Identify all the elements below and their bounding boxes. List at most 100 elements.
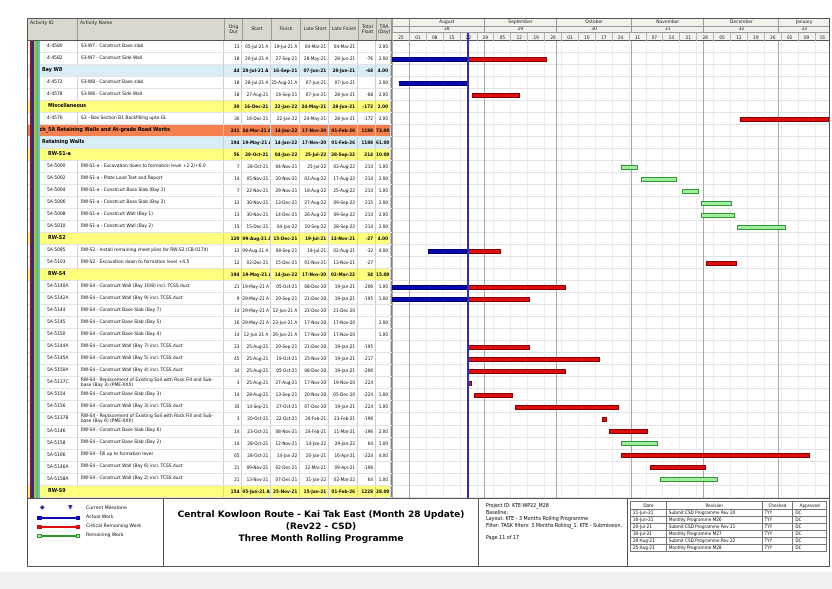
revision-header-cell: Checked: [761, 501, 794, 510]
value-cell: 18: [224, 89, 243, 101]
activity-id-cell: 5A-5166: [28, 449, 78, 461]
value-cell: 214: [358, 221, 377, 233]
activity-name-cell: RW-S4 - Construct Wall (Bay 6) incl. TCS…: [78, 461, 225, 473]
timeline-month-label: December: [703, 19, 778, 26]
value-cell: 1.00: [376, 437, 392, 449]
value-cell: 1.00: [376, 401, 392, 413]
table-row-cells: 5A-5150 RW-S4 - Construct Base Slab (Bay …: [28, 329, 392, 341]
value-cell: 05-Oct-21: [271, 365, 301, 377]
value-cell: 34: [224, 365, 243, 377]
value-cell: 19-Jan-21: [329, 353, 359, 365]
activity-id-cell: 5A-5150A: [28, 365, 78, 377]
value-cell: 29-Jan-22: [329, 437, 359, 449]
value-cell: [376, 353, 392, 365]
value-cell: 64: [358, 473, 377, 485]
table-row-cells: 5A-5158A RW-S4 - Construct Wall (Bay 2) i…: [28, 473, 392, 485]
revision-cell: TYY: [761, 509, 794, 517]
table-row: 5A-5146 RW-S4 - Construct Base Slab (Bay …: [28, 425, 829, 438]
timeline-week-tick: 12: [510, 33, 527, 41]
timeline-month-number: [392, 27, 409, 32]
value-cell: 12-Jun-21 A: [242, 329, 272, 341]
revision-cell: DC: [792, 544, 827, 552]
table-row: 5A-5010 RW-S1-a - Construct Wall (Bay 2) 1…: [28, 221, 829, 234]
table-row: 5A-5166 RW-S4 - Fill up to formation leve…: [28, 449, 829, 462]
value-cell: 05-Dec-20: [329, 389, 359, 401]
activity-name-cell: RW-S4 - Construct Wall (Bay 4) incl. TCS…: [78, 365, 225, 377]
table-row-cells: 5A-5144 RW-S4 - Construct Base Slab (Bay …: [28, 305, 392, 317]
revision-row: 20-Aug-21 Submit CSD Programme Rev 22 TYY D…: [630, 537, 827, 545]
band-name-cell: RW-S2: [28, 233, 225, 245]
table-row: 5A-5142A RW-S4 - Construct Wall (Bay 9) i…: [28, 293, 829, 306]
timeline-month-label: September: [483, 19, 556, 26]
timeline-week-tick: 19: [527, 33, 544, 41]
column-header: Finish: [272, 19, 301, 40]
timeline-week-tick: 21: [679, 33, 696, 41]
value-cell: 19-Jul-21: [300, 245, 330, 257]
table-row-cells: Bay W8 44 28-Jul-21 A 16-Sep-21 07-Jun-21 28-…: [28, 65, 392, 77]
milestone-triangle-icon: ▼: [68, 504, 73, 511]
value-cell: 22-Jan-22: [271, 101, 301, 113]
band-name-cell: RW-S1-a: [28, 149, 225, 161]
value-cell: 27-Aug-21: [242, 89, 272, 101]
activity-id-cell: 5A-5145A: [28, 353, 78, 365]
value-cell: 09-Nov-21: [242, 461, 272, 473]
timeline-week-tick: 15: [442, 33, 460, 41]
value-cell: 15-Jan-21: [300, 485, 330, 497]
value-cell: 05-Oct-21: [271, 281, 301, 293]
value-cell: 09-Aug-21 A: [242, 233, 272, 245]
value-cell: 29-Nov-21: [271, 185, 301, 197]
revision-row: 30-Jun-21 Monthly Programme M26 TYY DC: [630, 516, 827, 524]
table-row-cells: Retaining Walls 194 19-May-21 A 14-Jan-22 17…: [28, 137, 392, 149]
band-row: RW-S4 194 19-May-21 A 14-Jan-22 17-Nov-20 02-…: [28, 269, 829, 282]
activity-name-cell: RW-S2 - Excavation down to formation lev…: [78, 257, 225, 269]
band-name-cell: Bay W8: [28, 65, 225, 77]
column-header: Orig Dur: [225, 19, 243, 40]
value-cell: 17-Aug-22: [329, 173, 359, 185]
table-row-cells: RW-S2 120 09-Aug-21 A 15-Dec-21 19-Jul-21 13-…: [28, 233, 392, 245]
value-cell: 19-Jan-21: [329, 365, 359, 377]
revision-cell: Monthly Programme M28: [665, 544, 763, 552]
value-cell: 02-Mar-22: [329, 473, 359, 485]
activity-id-cell: 4-4582: [28, 53, 78, 65]
table-row-cells: 5A-5146 RW-S4 - Construct Base Slab (Bay …: [28, 425, 392, 437]
page-number: Page 11 of 17: [486, 536, 520, 541]
value-cell: 1.00: [376, 329, 392, 341]
value-cell: 34: [358, 269, 377, 281]
legend-label: Remaining Work: [86, 533, 124, 538]
value-cell: 22-Jan-22: [271, 113, 301, 125]
value-cell: 27-Aug-22: [300, 197, 330, 209]
activity-name-cell: RW-S1-a - Construct Wall (Bay 1): [78, 209, 225, 221]
band-name-cell: Miscellaneous: [28, 101, 225, 113]
table-row: 5A-5008 RW-S1-a - Construct Wall (Bay 1) 1…: [28, 209, 829, 222]
table-row: 5A-5145 RW-S4 - Construct Base Slab (Bay …: [28, 317, 829, 330]
value-cell: 01-Feb-26: [329, 137, 359, 149]
value-cell: 02-Aug-22: [300, 173, 330, 185]
timeline-week-tick: 24: [611, 33, 629, 41]
value-cell: 1188: [358, 137, 377, 149]
activity-id-cell: 5A-5010: [28, 221, 78, 233]
value-cell: 21-Dec-20: [329, 305, 359, 317]
value-cell: 21-Dec-20: [300, 293, 330, 305]
table-row: 5A-5000 RW-S1-a - Excavation down to form…: [28, 161, 829, 174]
legend-label: Critical Remaining Work: [86, 524, 142, 529]
value-cell: 14-Jan-22: [271, 269, 301, 281]
activity-id-cell: 5A-5137C: [28, 377, 78, 389]
report-sheet: Activity ID Activity Name Orig Dur Start Fin…: [27, 18, 830, 567]
timeline-month-numbers-row: 28 29 30 31 32 33: [392, 27, 829, 33]
value-cell: 10.00: [376, 149, 392, 161]
legend-item-critical: Critical Remaining Work: [34, 522, 163, 531]
value-cell: 17-Nov-20: [300, 137, 330, 149]
timeline-week-tick: 12: [730, 33, 747, 41]
table-row: 5A-5103 RW-S2 - Excavation down to format…: [28, 257, 829, 270]
value-cell: 28-Jun-21: [329, 89, 359, 101]
table-row: 5A-5002 RW-S1-a - Plate Load Test and Rep…: [28, 173, 829, 186]
timeline-week-tick: 26: [763, 33, 781, 41]
timeline-month-number: 28: [408, 27, 484, 32]
programme-title-line2: Three Month Rolling Programme: [238, 534, 404, 544]
value-cell: 03-Aug-22: [329, 161, 359, 173]
value-cell: 17-Nov-20: [300, 329, 330, 341]
table-row: 5A-5140A RW-S4 - Construct Wall (Bay 10/8…: [28, 281, 829, 294]
value-cell: 214: [358, 149, 377, 161]
timeline-week-tick: 28: [696, 33, 713, 41]
table-row-cells: 5A-5145A RW-S4 - Construct Wall (Bay 5) i…: [28, 353, 392, 365]
